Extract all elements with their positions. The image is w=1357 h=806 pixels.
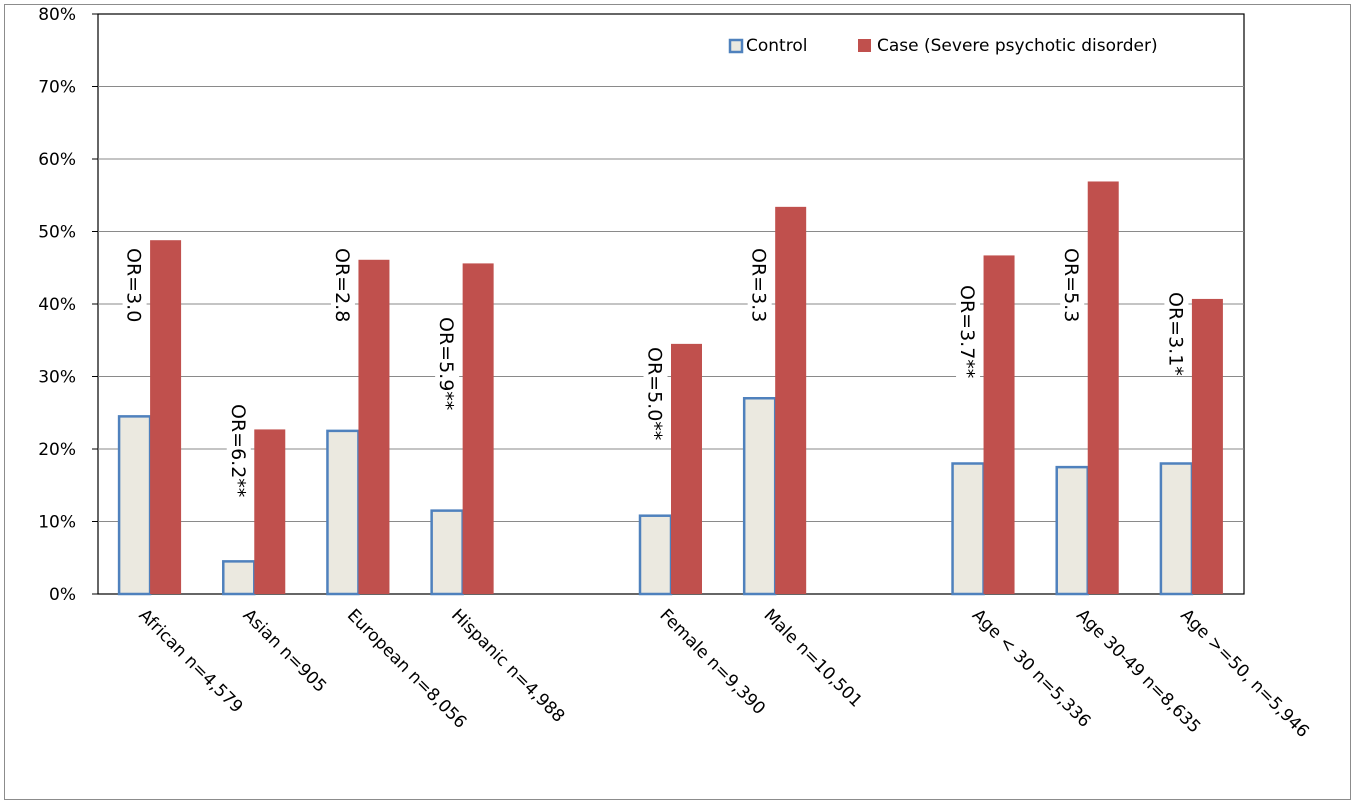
or-annotation: OR=2.8: [331, 248, 353, 322]
control-bar: [326, 429, 360, 596]
legend-swatch-control: [728, 38, 744, 54]
legend-label-case: Case (Severe psychotic disorder): [877, 36, 1158, 56]
control-bar: [430, 509, 464, 596]
case-bar: [1191, 298, 1223, 594]
control-bar: [117, 415, 152, 596]
control-bar: [1159, 462, 1194, 596]
or-label-bg: [1164, 288, 1189, 375]
or-label-bg: [643, 343, 668, 441]
or-label-bg: [122, 244, 147, 320]
control-bar: [222, 560, 256, 596]
or-label-bg: [226, 400, 251, 498]
or-annotation: OR=5.0**: [644, 347, 666, 440]
or-label-bg: [330, 244, 355, 320]
or-annotation: OR=3.3: [748, 248, 770, 322]
control-bar: [638, 514, 673, 596]
y-tick-label: 30%: [38, 368, 76, 388]
y-tick-label: 40%: [38, 295, 76, 315]
or-annotation: OR=5.9**: [435, 317, 457, 410]
x-category-label: Male n=10,501: [760, 605, 866, 711]
or-label-bg: [956, 281, 981, 379]
or-annotation: OR=3.7**: [956, 285, 978, 378]
x-category-label: Hispanic n=4,988: [447, 605, 568, 726]
case-bar: [983, 255, 1015, 595]
or-label-bg: [435, 313, 460, 411]
x-category-label: African n=4,579: [135, 605, 247, 717]
case-bar: [1087, 181, 1119, 594]
legend-label-control: Control: [746, 36, 807, 56]
control-bar: [951, 462, 985, 596]
or-annotation: OR=3.0: [123, 248, 145, 322]
case-bar: [358, 259, 390, 594]
case-bar: [671, 343, 702, 594]
or-label-bg: [747, 244, 772, 320]
legend-swatch-case: [858, 39, 871, 52]
x-category-label: Female n=9,390: [655, 605, 769, 719]
or-annotation: OR=6.2**: [227, 404, 249, 497]
control-bar: [1055, 465, 1089, 596]
control-bar: [742, 397, 777, 596]
case-bar: [775, 206, 807, 594]
case-bar: [254, 429, 286, 594]
y-tick-label: 80%: [38, 5, 76, 25]
y-tick-label: 50%: [38, 223, 76, 243]
x-category-label: Asian n=905: [239, 605, 330, 696]
y-tick-label: 0%: [49, 585, 76, 605]
x-category-label: European n=8,056: [343, 605, 470, 732]
x-category-label: Age < 30 n=5,336: [968, 605, 1094, 731]
or-label-bg: [1060, 244, 1085, 320]
case-bar: [462, 263, 494, 594]
or-annotation: OR=3.1*: [1164, 292, 1186, 376]
y-tick-label: 70%: [38, 78, 76, 98]
case-bar: [150, 240, 182, 594]
y-tick-label: 10%: [38, 513, 76, 533]
y-tick-label: 60%: [38, 150, 76, 170]
y-tick-label: 20%: [38, 440, 76, 460]
or-annotation: OR=5.3: [1060, 248, 1082, 322]
